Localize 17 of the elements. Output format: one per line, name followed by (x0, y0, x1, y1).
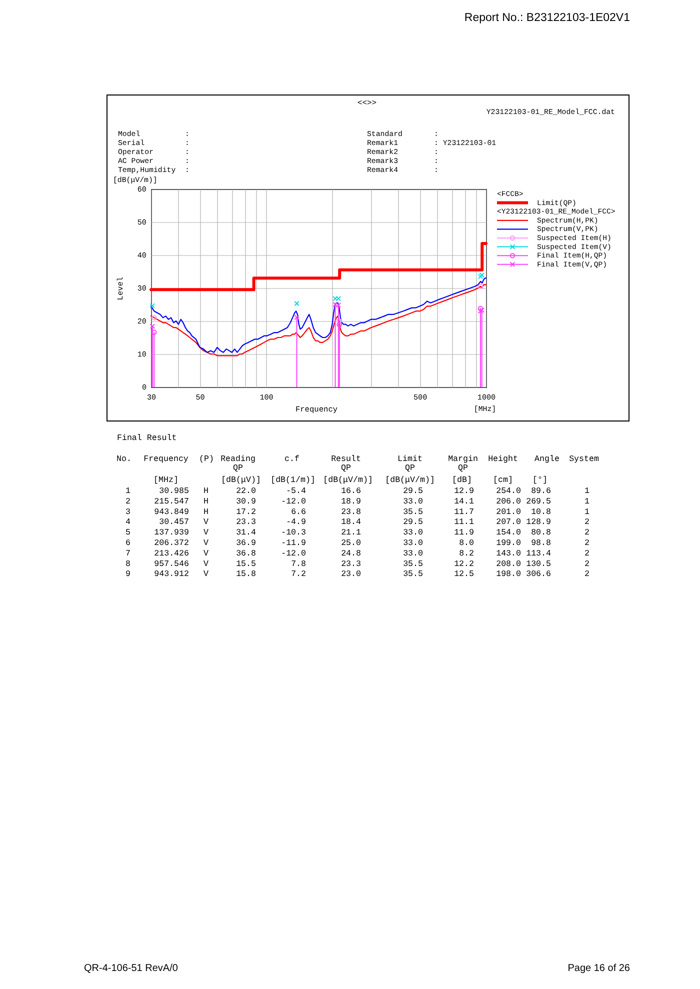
text: Final Result (117, 433, 177, 443)
text: 2 215.547 H 30.9 -12.0 18.9 33.0 14.1 206.0 269.5 1 (126, 497, 590, 506)
text: [MHz] [dB(μV)] [dB(1/m)] [dB(μV/m)] [dB(μV/m)] [dB] [cm] [°] (154, 476, 548, 485)
text: 9 943.912 V 15.8 7.2 23.0 35.5 12.5 198.0 306.6 2 (126, 570, 590, 580)
text: 8 957.546 V 15.5 7.8 23.3 35.5 12.2 208.0 130.5 2 (126, 560, 590, 569)
text: Report No.: B23122103-1E02V1 (464, 12, 630, 24)
text: 5 137.939 V 31.4 -10.3 21.1 33.0 11.9 154.0 80.8 2 (126, 528, 590, 538)
text: 6 206.372 V 36.9 -11.9 25.0 33.0 8.0 199.0 98.8 2 (126, 539, 590, 548)
text: 7 213.426 V 36.8 -12.0 24.8 33.0 8.2 143.0 113.4 2 (126, 549, 590, 558)
text: 3 943.849 H 17.2 6.6 23.8 35.5 11.7 201.0 10.8 1 (126, 508, 590, 517)
text: QR-4-106-51 RevA/0 (84, 963, 178, 974)
chart-title: <<>> (357, 99, 377, 108)
text: QP QP QP QP (233, 464, 468, 473)
text: 4 30.457 V 23.3 -4.9 18.4 29.5 11.1 207.0 128.9 2 (126, 518, 590, 528)
text: 1 30.985 H 22.0 -5.4 16.6 29.5 12.9 254.0 89.6 1 (126, 487, 590, 496)
text: No. Frequency (P) Reading c.f Result Limit Margin Height Angle System (116, 455, 599, 464)
text: Page 16 of 26 (568, 963, 630, 974)
